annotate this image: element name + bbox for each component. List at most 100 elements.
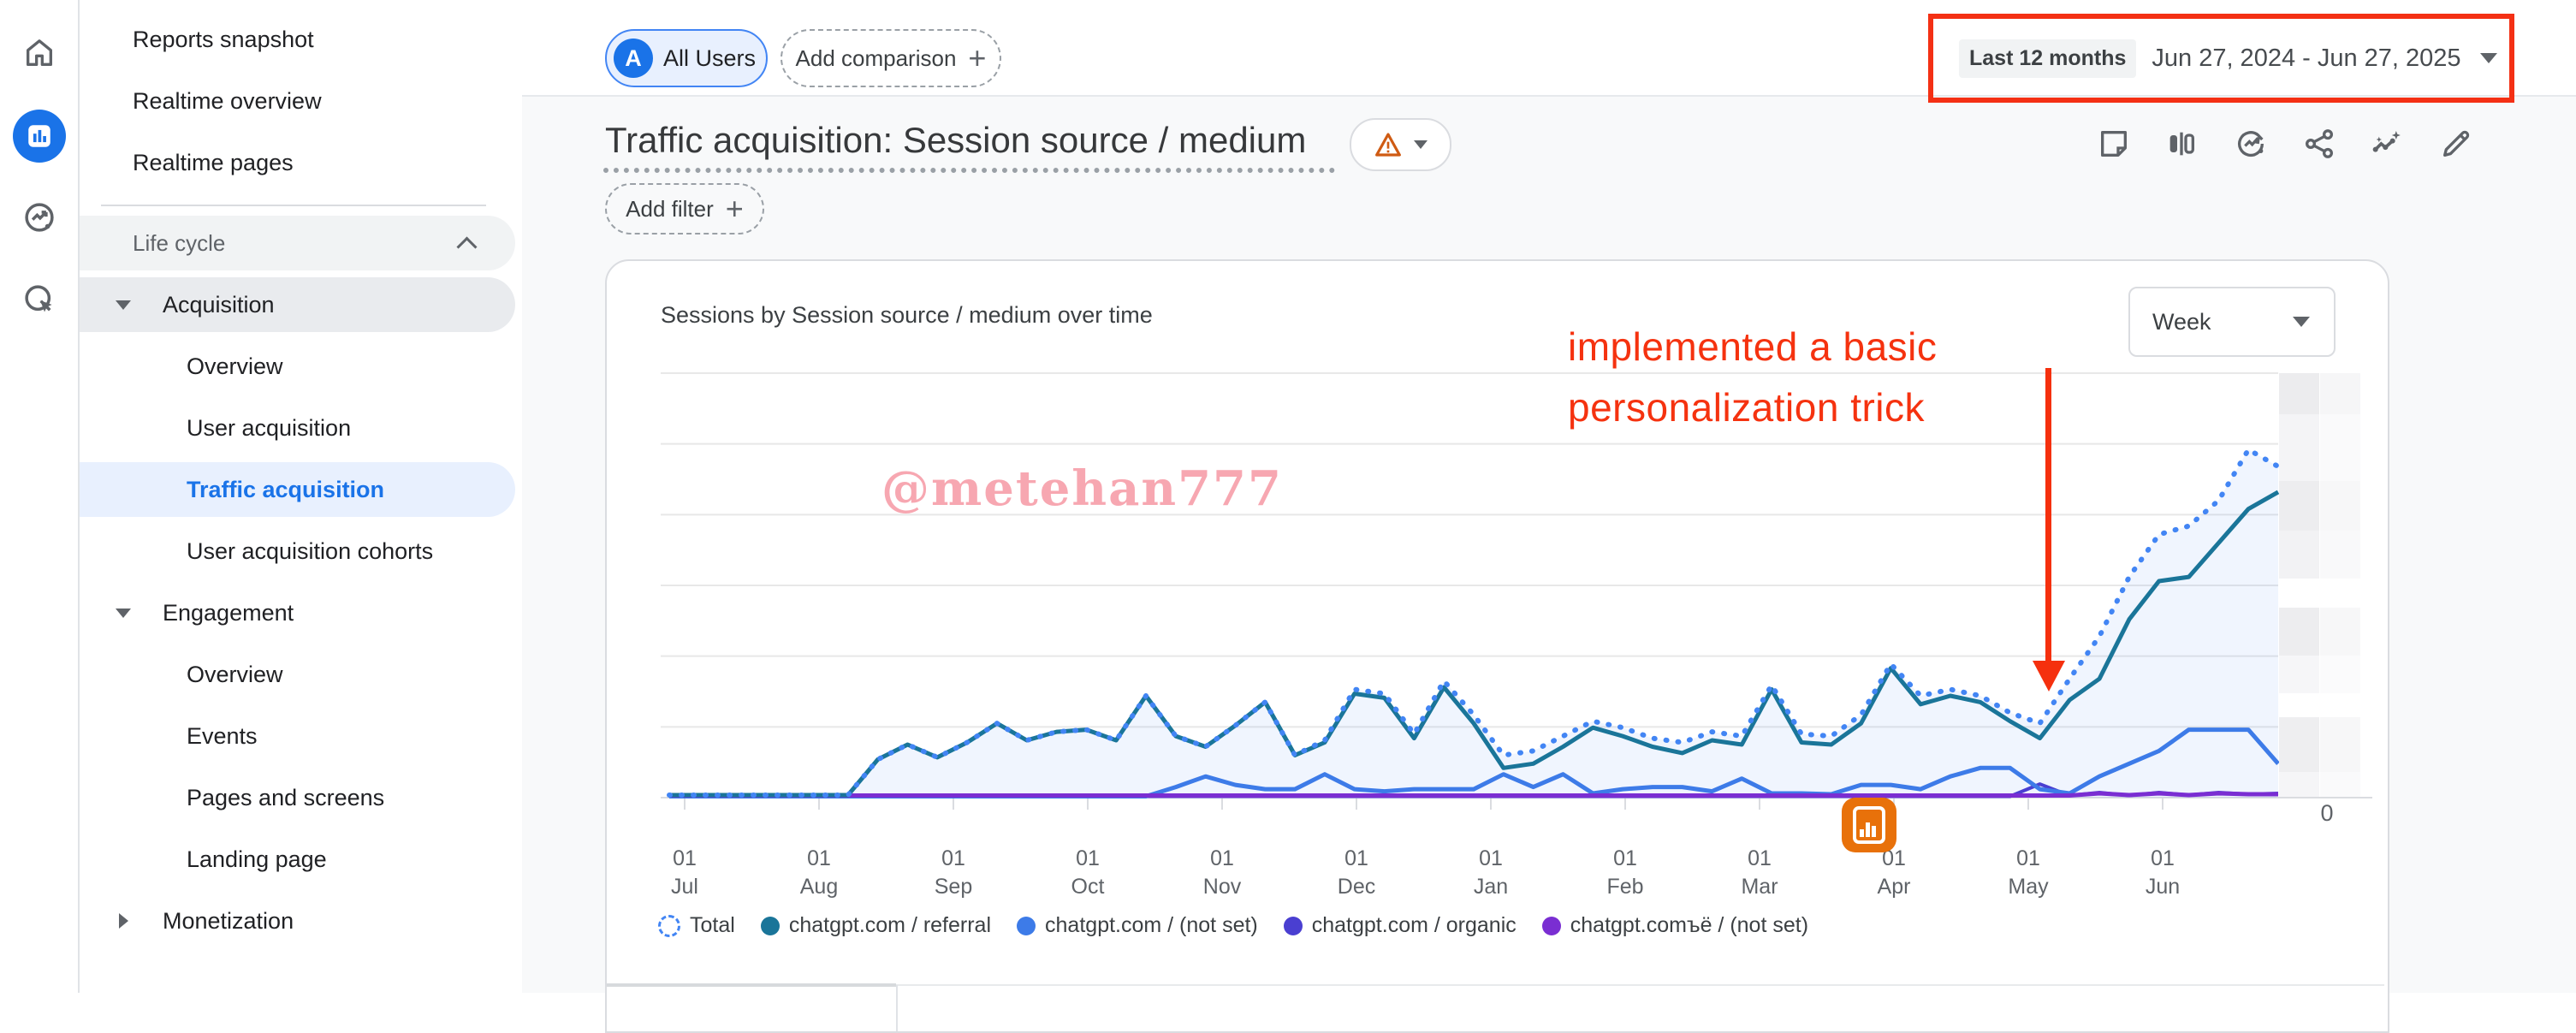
companion-bar [2279,531,2319,579]
companion-axis [2276,797,2372,798]
legend-dot [1017,916,1036,935]
series-total[interactable] [667,447,2281,798]
companion-bar [2279,717,2319,772]
date-range-text: Jun 27, 2024 - Jun 27, 2025 [2152,44,2461,72]
sidebar-item-overview[interactable]: Overview [80,647,515,702]
x-tick-label: 01 Nov [1202,846,1242,899]
sidebar-item-realtime-overview[interactable]: Realtime overview [80,74,515,128]
all-users-chip[interactable]: A All Users [605,29,768,87]
companion-bar [2320,481,2360,531]
x-tick-label: 01 Jul [671,846,698,899]
sidebar-item-pages-and-screens[interactable]: Pages and screens [80,770,515,825]
trends-icon[interactable] [2232,125,2270,163]
granularity-dropdown[interactable]: Week [2128,287,2336,357]
legend-item[interactable]: chatgpt.comъё / (not set) [1541,913,1809,938]
plus-icon: + [725,191,744,226]
sidebar-item-traffic-acquisition[interactable]: Traffic acquisition [80,462,515,517]
sidebar-item-life-cycle[interactable]: Life cycle [80,216,515,270]
legend-label: chatgpt.comъё / (not set) [1570,913,1809,937]
watermark: @metehan777 [881,460,1283,517]
warning-icon [1374,133,1401,157]
x-tick-label: 01 Jun [2145,846,2181,899]
all-users-label: All Users [663,45,757,71]
sidebar-item-overview[interactable]: Overview [80,339,515,394]
legend-item[interactable]: chatgpt.com / (not set) [1017,913,1258,938]
sidebar-item-user-acquisition[interactable]: User acquisition [80,401,515,455]
sidebar-item-label: Realtime pages [133,149,294,175]
table-column-divider [896,985,898,1031]
legend-item[interactable]: Total [658,913,735,938]
sidebar-item-events[interactable]: Events [80,709,515,763]
header-divider [522,95,2576,97]
all-users-avatar: A [614,39,653,78]
companion-bar [2320,373,2360,414]
chart-legend: Total chatgpt.com / referral chatgpt.com /… [658,913,1808,938]
share-icon[interactable] [2300,125,2338,163]
advertising-icon[interactable] [21,199,58,236]
sidebar-item-engagement[interactable]: Engagement [80,585,515,640]
sidebar-item-realtime-pages[interactable]: Realtime pages [80,135,515,190]
analytics-badge-icon[interactable] [1842,798,1896,852]
title-dotted-underline [603,168,1335,173]
sidebar-item-label: Overview [187,661,283,687]
legend-item[interactable]: chatgpt.com / organic [1283,913,1517,938]
sidebar-item-acquisition[interactable]: Acquisition [80,277,515,332]
explore-icon[interactable] [21,281,58,318]
x-tick-label: 01 Jan [1473,846,1509,899]
chevron-down-icon [2479,53,2497,63]
sidebar-item-reports-snapshot[interactable]: Reports snapshot [80,12,515,67]
companion-bar [2320,608,2360,656]
companion-bar [2279,656,2319,693]
date-preset-badge: Last 12 months [1959,39,2137,78]
add-filter-button[interactable]: Add filter + [605,183,764,235]
x-tick-label: 01 Dec [1337,846,1376,899]
chart-card: Sessions by Session source / medium over… [605,259,2389,1033]
annotation-text-line1: implemented a basic [1568,324,1938,369]
data-quality-button[interactable] [1350,118,1451,171]
chevron-down-icon[interactable] [116,300,131,310]
reports-icon[interactable] [13,110,66,163]
companion-bar [2279,772,2319,798]
companion-bar [2320,717,2360,772]
sidebar-item-label: Pages and screens [187,784,385,810]
legend-dot [760,916,780,935]
add-comparison-button[interactable]: Add comparison + [781,29,1001,87]
companion-bar [2279,608,2319,656]
page-title: Traffic acquisition: Session source / me… [605,120,1307,160]
date-range-selector[interactable]: Last 12 months Jun 27, 2024 - Jun 27, 20… [1928,14,2514,103]
companion-bar [2279,373,2319,414]
sidebar-item-label: Engagement [163,599,294,626]
compare-icon[interactable] [2163,125,2200,163]
home-icon[interactable] [21,34,58,72]
insights-icon[interactable] [2368,125,2406,163]
granularity-value: Week [2152,308,2211,335]
x-tick-label: 01 Apr [1877,846,1911,899]
legend-dot-dashed [658,914,680,937]
legend-label: chatgpt.com / referral [788,913,992,937]
sidebar-item-label: Acquisition [163,291,275,318]
series-chatgpt-com-not-set-[interactable] [669,791,2278,798]
legend-item[interactable]: chatgpt.com / referral [760,913,992,938]
chevron-down-icon[interactable] [116,608,131,618]
reports-nav: Reports snapshot Realtime overview Realtim… [80,0,522,993]
sidebar-item-label: Traffic acquisition [187,476,385,502]
chevron-up-icon[interactable] [456,236,478,258]
companion-bar [2320,414,2360,481]
legend-label: chatgpt.com / (not set) [1045,913,1258,937]
sidebar-item-monetization[interactable]: Monetization [80,893,515,948]
x-tick-label: 01 Aug [799,846,839,899]
chevron-down-icon [1413,140,1427,149]
chart-title: Sessions by Session source / medium over… [661,302,1153,328]
annotation-arrow-head [2033,661,2065,692]
sessions-line-chart[interactable] [607,261,2384,860]
companion-bar [2279,414,2319,481]
sidebar-item-label: User acquisition cohorts [187,537,434,564]
chevron-right-icon[interactable] [119,913,128,929]
note-icon[interactable] [2095,125,2133,163]
axis-zero-label: 0 [2320,800,2334,826]
sidebar-item-user-acquisition-cohorts[interactable]: User acquisition cohorts [80,524,515,579]
edit-icon[interactable] [2437,125,2475,163]
sidebar-item-landing-page[interactable]: Landing page [80,832,515,887]
chevron-down-icon [2293,317,2310,327]
x-tick-label: 01 Oct [1071,846,1105,899]
